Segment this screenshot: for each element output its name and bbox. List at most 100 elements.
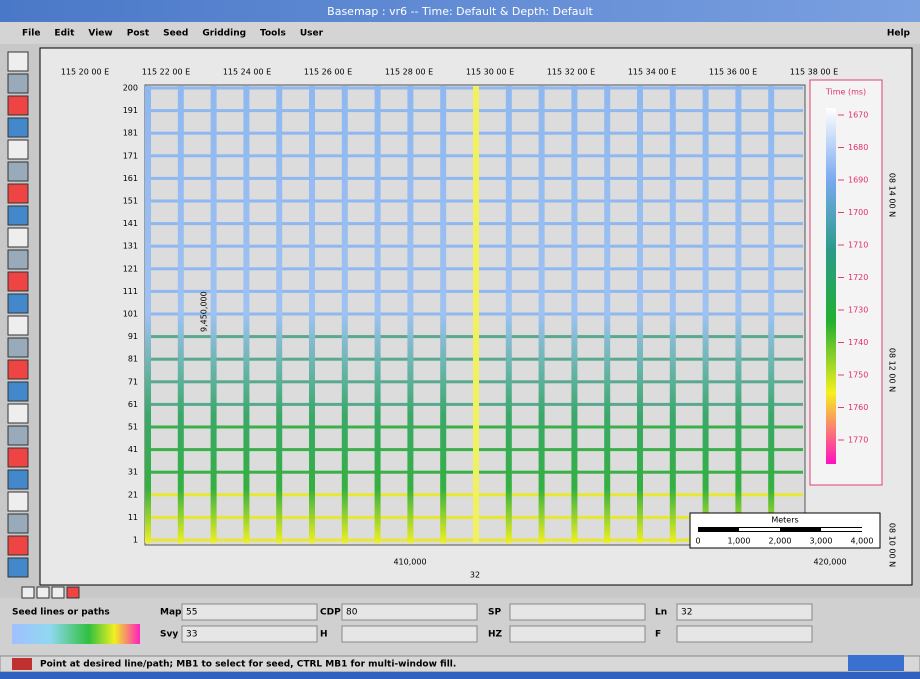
- scale-bar-label: 0: [695, 537, 700, 546]
- menu-item[interactable]: Seed: [163, 29, 188, 39]
- line-number: 11: [128, 513, 138, 522]
- line-number: 141: [123, 219, 138, 228]
- seismic-line: [211, 86, 217, 543]
- menu-item[interactable]: View: [88, 29, 112, 39]
- seismic-line: [178, 86, 184, 543]
- tool-button[interactable]: [8, 272, 28, 291]
- field-box[interactable]: [510, 626, 645, 642]
- colorbar-tick-label: 1740: [848, 338, 868, 347]
- window-title: Basemap : vr6 -- Time: Default & Depth: …: [327, 5, 593, 18]
- colorbar-tick-label: 1760: [848, 403, 868, 412]
- palette[interactable]: [12, 624, 140, 644]
- menu-item[interactable]: Edit: [54, 29, 75, 39]
- seismic-line: [276, 86, 282, 543]
- mode-label: Seed lines or paths: [12, 608, 110, 618]
- line-number: 111: [123, 287, 138, 296]
- field-box[interactable]: [510, 604, 645, 620]
- field-box[interactable]: [342, 626, 477, 642]
- colorbar-tick-label: 1730: [848, 306, 868, 315]
- seismic-line: [440, 86, 446, 543]
- seismic-line: [768, 86, 774, 543]
- tool-button[interactable]: [8, 492, 28, 511]
- menu-item[interactable]: Post: [127, 29, 150, 39]
- scale-bar-label: 2,000: [769, 537, 792, 546]
- menu-item[interactable]: Gridding: [202, 29, 246, 39]
- line-number: 21: [128, 490, 138, 499]
- tool-button[interactable]: [8, 52, 28, 71]
- scale-bar-label: 1,000: [728, 537, 751, 546]
- seismic-line: [703, 86, 709, 543]
- line-number: 181: [123, 129, 138, 138]
- tool-button[interactable]: [8, 74, 28, 93]
- field-box[interactable]: [677, 604, 812, 620]
- colorbar-tick-label: 1770: [848, 436, 868, 445]
- view-button[interactable]: [22, 587, 34, 598]
- tool-button[interactable]: [8, 404, 28, 423]
- field-box[interactable]: [182, 604, 317, 620]
- tool-button[interactable]: [8, 470, 28, 489]
- scale-bar-title: Meters: [771, 516, 798, 525]
- tool-button[interactable]: [8, 250, 28, 269]
- view-button[interactable]: [67, 587, 79, 598]
- right-axis-label: 08 14 00 N: [888, 173, 897, 217]
- page: {"window":{"title":"Basemap : vr6 -- Tim…: [0, 0, 920, 679]
- tool-button[interactable]: [8, 338, 28, 357]
- scale-bar-label: 3,000: [810, 537, 833, 546]
- tool-button[interactable]: [8, 162, 28, 181]
- line-number: 71: [128, 377, 138, 386]
- seismic-line: [735, 86, 741, 543]
- menu-item[interactable]: User: [300, 29, 324, 39]
- colorbar: [826, 108, 836, 464]
- top-axis-label: 115 36 00 E: [709, 68, 757, 77]
- line-number: 200: [123, 84, 138, 93]
- field-label: CDP: [320, 608, 341, 618]
- top-axis-label: 115 26 00 E: [304, 68, 352, 77]
- seismic-line: [539, 86, 545, 543]
- tool-button[interactable]: [8, 96, 28, 115]
- menu-item[interactable]: Tools: [260, 29, 286, 39]
- field-label: HZ: [488, 630, 503, 640]
- tool-button[interactable]: [8, 206, 28, 225]
- seismic-line: [243, 86, 249, 543]
- tool-button[interactable]: [8, 228, 28, 247]
- tool-button[interactable]: [8, 558, 28, 577]
- status-icon: [12, 658, 32, 670]
- tool-button[interactable]: [8, 360, 28, 379]
- seismic-line: [571, 86, 577, 543]
- seismic-line: [309, 86, 315, 543]
- colorbar-tick-label: 1680: [848, 143, 868, 152]
- field-box[interactable]: [342, 604, 477, 620]
- bottom-label: 32: [470, 571, 480, 580]
- line-number: 1: [133, 536, 138, 545]
- menu-item[interactable]: File: [22, 29, 40, 39]
- field-box[interactable]: [182, 626, 317, 642]
- tool-button[interactable]: [8, 382, 28, 401]
- window-controls[interactable]: [848, 655, 904, 671]
- line-number: 81: [128, 355, 138, 364]
- tool-button[interactable]: [8, 514, 28, 533]
- field-label: Map: [160, 608, 182, 618]
- tool-button[interactable]: [8, 294, 28, 313]
- bottom-axis-label: 420,000: [813, 558, 846, 567]
- tool-button[interactable]: [8, 448, 28, 467]
- field-box[interactable]: [677, 626, 812, 642]
- field-label: Ln: [655, 608, 667, 618]
- line-number: 91: [128, 332, 138, 341]
- view-button[interactable]: [52, 587, 64, 598]
- line-number: 121: [123, 264, 138, 273]
- view-button[interactable]: [37, 587, 49, 598]
- tool-button[interactable]: [8, 536, 28, 555]
- bottom-axis-label: 410,000: [393, 558, 426, 567]
- tool-button[interactable]: [8, 184, 28, 203]
- tool-button[interactable]: [8, 426, 28, 445]
- right-axis-label: 08 10 00 N: [888, 523, 897, 567]
- seismic-lines: [145, 86, 803, 543]
- colorbar-tick-label: 1750: [848, 371, 868, 380]
- field-label: SP: [488, 608, 501, 618]
- top-axis-label: 115 30 00 E: [466, 68, 514, 77]
- tool-button[interactable]: [8, 140, 28, 159]
- menu-help[interactable]: Help: [887, 29, 911, 39]
- top-axis-label: 115 20 00 E: [61, 68, 109, 77]
- tool-button[interactable]: [8, 118, 28, 137]
- tool-button[interactable]: [8, 316, 28, 335]
